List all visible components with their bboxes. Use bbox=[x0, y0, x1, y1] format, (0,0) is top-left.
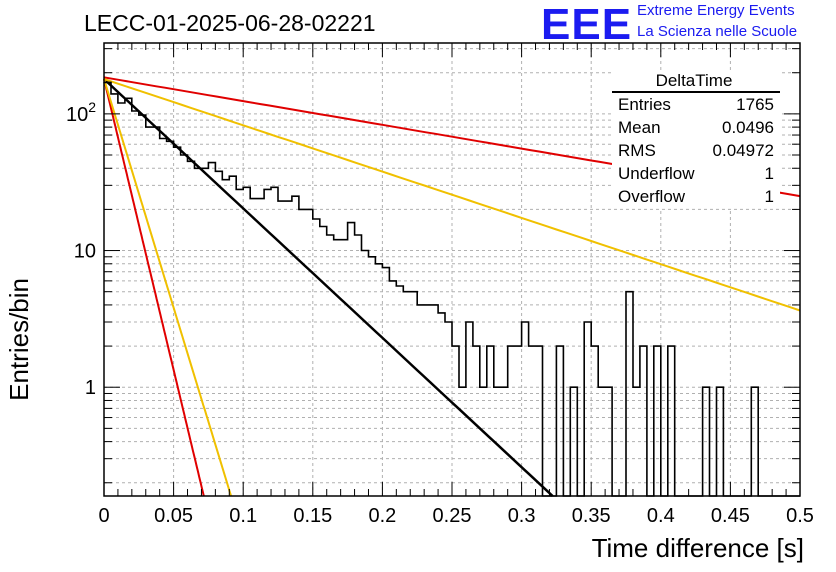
x-tick-label: 0.1 bbox=[229, 505, 257, 527]
x-tick-label: 0.45 bbox=[711, 505, 750, 527]
stats-label: Mean bbox=[618, 118, 661, 137]
x-tick-label: 0.35 bbox=[572, 505, 611, 527]
y-tick-label: 10 bbox=[74, 241, 96, 263]
stats-value: 1765 bbox=[736, 95, 774, 114]
stats-value: 0.04972 bbox=[712, 141, 774, 160]
logo-subtitle-2: La Scienza nelle Scuole bbox=[637, 23, 798, 40]
fit-curve bbox=[103, 78, 801, 312]
stats-label: Overflow bbox=[618, 187, 686, 206]
x-tick-label: 0.4 bbox=[647, 505, 675, 527]
x-tick-label: 0.25 bbox=[433, 505, 472, 527]
x-tick-label: 0 bbox=[98, 505, 109, 527]
fit-curve bbox=[103, 78, 205, 497]
stats-value: 0.0496 bbox=[722, 118, 774, 137]
stats-row-underflow: Underflow 1 bbox=[612, 162, 780, 185]
stats-title: DeltaTime bbox=[612, 70, 780, 93]
stats-label: Entries bbox=[618, 95, 671, 114]
x-axis-ticks: 0 0.05 0.1 0.15 0.2 0.25 0.3 0.35 0.4 0.45 0.5 bbox=[98, 43, 814, 527]
y-tick-label: 1 bbox=[85, 377, 96, 399]
x-tick-label: 0.2 bbox=[368, 505, 396, 527]
x-tick-label: 0.3 bbox=[508, 505, 536, 527]
y-tick-label: 102 bbox=[66, 99, 96, 126]
eee-logo: EEE bbox=[541, 0, 633, 49]
stats-row-overflow: Overflow 1 bbox=[612, 185, 780, 208]
stats-label: Underflow bbox=[618, 164, 695, 183]
stats-value: 1 bbox=[764, 164, 774, 183]
histogram-series bbox=[103, 81, 800, 497]
y-axis-ticks: 1 10 102 bbox=[66, 48, 800, 484]
chart-title: LECC-01-2025-06-28-02221 bbox=[84, 10, 376, 36]
y-axis-label: Entries/bin bbox=[4, 278, 34, 401]
fit-curve bbox=[103, 78, 232, 497]
stats-value: 1 bbox=[764, 187, 774, 206]
logo-subtitle-1: Extreme Energy Events bbox=[637, 2, 795, 19]
stats-row-mean: Mean 0.0496 bbox=[612, 116, 780, 139]
stats-row-rms: RMS 0.04972 bbox=[612, 139, 780, 162]
stats-box: DeltaTime Entries 1765 Mean 0.0496 RMS 0… bbox=[612, 70, 780, 208]
x-tick-label: 0.05 bbox=[154, 505, 193, 527]
stats-label: RMS bbox=[618, 141, 656, 160]
stats-row-entries: Entries 1765 bbox=[612, 93, 780, 116]
x-tick-label: 0.15 bbox=[293, 505, 332, 527]
fit-curve bbox=[103, 78, 554, 497]
x-tick-label: 0.5 bbox=[786, 505, 814, 527]
x-axis-label: Time difference [s] bbox=[591, 533, 804, 563]
